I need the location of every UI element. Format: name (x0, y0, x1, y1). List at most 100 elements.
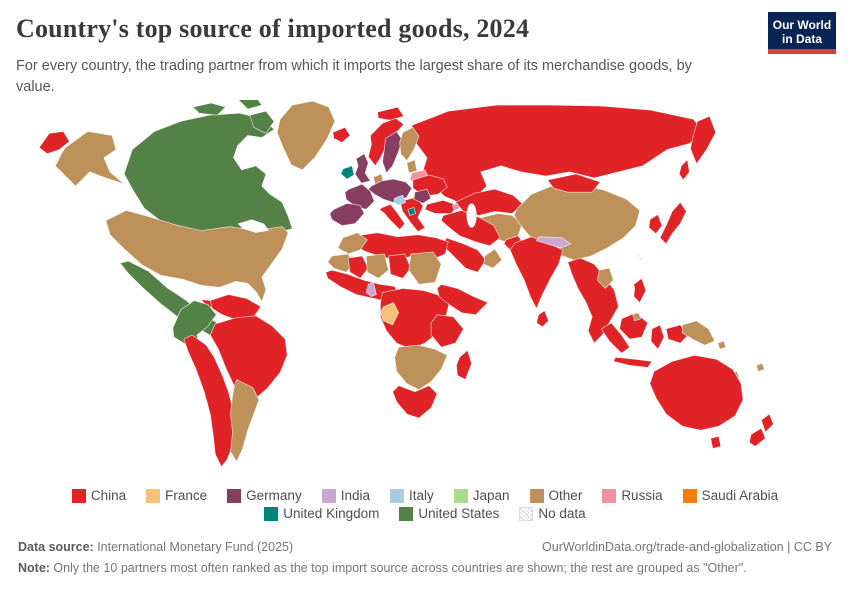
region-turkey[interactable] (424, 199, 458, 214)
legend-swatch (602, 488, 617, 503)
region-arctic-island-1[interactable] (192, 102, 226, 116)
region-chukotka[interactable] (38, 131, 70, 155)
region-sri-lanka[interactable] (536, 310, 549, 328)
legend-label: Japan (472, 488, 510, 503)
region-greenland[interactable] (276, 100, 336, 171)
region-peru-chile[interactable] (183, 334, 237, 468)
region-baffin-island[interactable] (249, 110, 275, 134)
great-lakes (237, 219, 269, 233)
legend-item-india[interactable]: India (321, 488, 370, 503)
region-taiwan[interactable] (636, 252, 644, 262)
legend-swatch (227, 488, 242, 503)
region-chad[interactable] (388, 253, 412, 279)
legend-item-other[interactable]: Other (529, 488, 583, 503)
region-usa[interactable] (105, 210, 289, 302)
region-romania[interactable] (413, 188, 432, 204)
data-source-value: International Monetary Fund (2025) (93, 540, 294, 554)
region-slovenia-croatia[interactable] (393, 194, 407, 206)
region-mongolia[interactable] (547, 173, 601, 193)
region-mali[interactable] (347, 255, 369, 279)
owid-logo-line1: Our World (772, 18, 832, 33)
region-south-africa[interactable] (392, 385, 438, 419)
legend-label: United Kingdom (283, 506, 380, 521)
region-ireland[interactable] (340, 165, 355, 180)
region-gabon[interactable] (380, 302, 400, 326)
legend-label: Russia (621, 488, 663, 503)
region-finland[interactable] (399, 126, 420, 162)
legend-item-china[interactable]: China (71, 488, 127, 503)
region-sakhalin[interactable] (678, 159, 690, 181)
owid-logo-redbar (768, 49, 836, 54)
legend-item-no-data[interactable]: No data (519, 506, 586, 521)
region-java[interactable] (613, 356, 653, 368)
region-baltics[interactable] (406, 159, 418, 174)
region-alaska[interactable] (54, 131, 125, 187)
owid-citation-link[interactable]: OurWorldinData.org/trade-and-globalizati… (542, 540, 832, 554)
legend-item-united-kingdom[interactable]: United Kingdom (264, 506, 379, 521)
region-brazil[interactable] (209, 315, 288, 414)
region-france[interactable] (344, 183, 375, 210)
region-australia[interactable] (649, 354, 744, 431)
region-sumatra[interactable] (600, 322, 630, 354)
legend-item-france[interactable]: France (146, 488, 207, 503)
legend-row: China France Germany India Italy Japan Other Ru… (0, 488, 850, 503)
legend-label: Italy (408, 488, 434, 503)
region-horn-of-africa[interactable] (436, 284, 489, 316)
region-colombia-ecuador[interactable] (172, 300, 217, 350)
chart-subtitle: For every country, the trading partner f… (16, 58, 692, 96)
caspian-sea (466, 203, 477, 228)
region-argentina[interactable] (230, 379, 260, 462)
region-india[interactable] (509, 236, 564, 310)
legend-label: Saudi Arabia (701, 488, 779, 503)
world-map (38, 96, 774, 468)
region-fiji[interactable] (755, 363, 765, 372)
region-new-zealand-south[interactable] (748, 427, 766, 447)
region-niger[interactable] (365, 253, 389, 279)
region-benin[interactable] (365, 281, 377, 297)
legend-swatch (453, 488, 468, 503)
region-new-zealand-north[interactable] (760, 413, 774, 433)
legend-item-italy[interactable]: Italy (389, 488, 434, 503)
region-southern-africa[interactable] (394, 344, 448, 391)
region-sulawesi[interactable] (650, 324, 665, 350)
region-kamchatka[interactable] (690, 115, 717, 165)
region-nepal[interactable] (536, 236, 572, 249)
region-sudan[interactable] (408, 251, 442, 285)
region-iceland[interactable] (332, 126, 351, 143)
region-morocco[interactable] (337, 232, 368, 255)
region-iberia[interactable] (329, 202, 365, 226)
legend-label: Other (548, 488, 583, 503)
region-korea[interactable] (648, 214, 663, 235)
region-papua-new-guinea[interactable] (681, 320, 716, 346)
legend-item-saudi-arabia[interactable]: Saudi Arabia (682, 488, 779, 503)
legend-swatch (71, 488, 86, 503)
region-mauritania-senegal[interactable] (327, 253, 355, 273)
region-italy[interactable] (379, 203, 406, 231)
region-uk[interactable] (354, 153, 371, 184)
region-tasmania[interactable] (710, 435, 722, 449)
region-brunei[interactable] (632, 312, 642, 322)
region-armenia[interactable] (451, 202, 460, 211)
legend-item-japan[interactable]: Japan (453, 488, 510, 503)
legend-swatch (264, 506, 279, 521)
legend-swatch (321, 488, 336, 503)
region-sweden[interactable] (382, 131, 404, 174)
region-madagascar[interactable] (456, 349, 472, 380)
region-oman[interactable] (483, 248, 503, 269)
legend-item-germany[interactable]: Germany (227, 488, 302, 503)
legend-swatch (399, 506, 414, 521)
region-arctic-island-2[interactable] (237, 96, 263, 110)
region-laos[interactable] (596, 267, 614, 289)
region-japan[interactable] (659, 201, 687, 245)
legend-item-united-states[interactable]: United States (399, 506, 499, 521)
region-north-macedonia[interactable] (407, 207, 417, 216)
region-philippines[interactable] (633, 277, 647, 303)
region-svalbard[interactable] (377, 106, 405, 121)
region-solomon-islands[interactable] (717, 340, 727, 350)
legend-item-russia[interactable]: Russia (602, 488, 663, 503)
region-east-africa[interactable] (430, 314, 464, 348)
data-source-line: Data source: International Monetary Fund… (18, 540, 293, 554)
map-container (0, 96, 850, 490)
region-borneo[interactable] (619, 312, 649, 340)
legend-label: China (90, 488, 127, 503)
